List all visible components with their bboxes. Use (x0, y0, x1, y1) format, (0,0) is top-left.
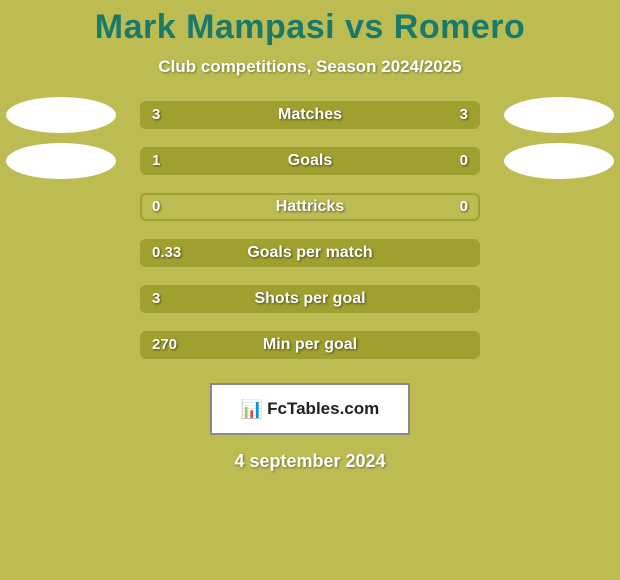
stat-value-left: 3 (152, 101, 160, 129)
stat-value-left: 270 (152, 331, 177, 359)
stat-bar-left (142, 149, 397, 173)
stat-row: 10Goals (0, 147, 620, 193)
stat-value-right: 0 (460, 193, 468, 221)
stat-bar (140, 331, 480, 359)
stat-value-left: 0 (152, 193, 160, 221)
stat-row: 3Shots per goal (0, 285, 620, 331)
stat-row: 0.33Goals per match (0, 239, 620, 285)
fctables-logo: 📊 FcTables.com (210, 383, 410, 435)
player2-avatar (504, 97, 614, 133)
stat-bar-left (142, 103, 310, 127)
player2-avatar (504, 143, 614, 179)
stat-bar (140, 193, 480, 221)
chart-icon: 📊 (241, 399, 257, 420)
stat-bar (140, 239, 480, 267)
player1-avatar (6, 143, 116, 179)
stat-bar-left (142, 333, 478, 357)
stat-row: 00Hattricks (0, 193, 620, 239)
stat-bar (140, 285, 480, 313)
stat-bar (140, 147, 480, 175)
stat-value-left: 1 (152, 147, 160, 175)
subtitle: Club competitions, Season 2024/2025 (0, 57, 620, 77)
date-label: 4 september 2024 (0, 451, 620, 472)
stat-bar-left (142, 241, 478, 265)
player1-avatar (6, 97, 116, 133)
logo-text: FcTables.com (267, 399, 379, 419)
stat-value-right: 0 (460, 147, 468, 175)
stat-value-left: 0.33 (152, 239, 181, 267)
stat-value-left: 3 (152, 285, 160, 313)
stat-row: 270Min per goal (0, 331, 620, 377)
stat-bar (140, 101, 480, 129)
stat-value-right: 3 (460, 101, 468, 129)
stat-row: 33Matches (0, 101, 620, 147)
stat-bar-left (142, 287, 478, 311)
page-title: Mark Mampasi vs Romero (0, 8, 620, 47)
stat-bar-right (310, 103, 478, 127)
